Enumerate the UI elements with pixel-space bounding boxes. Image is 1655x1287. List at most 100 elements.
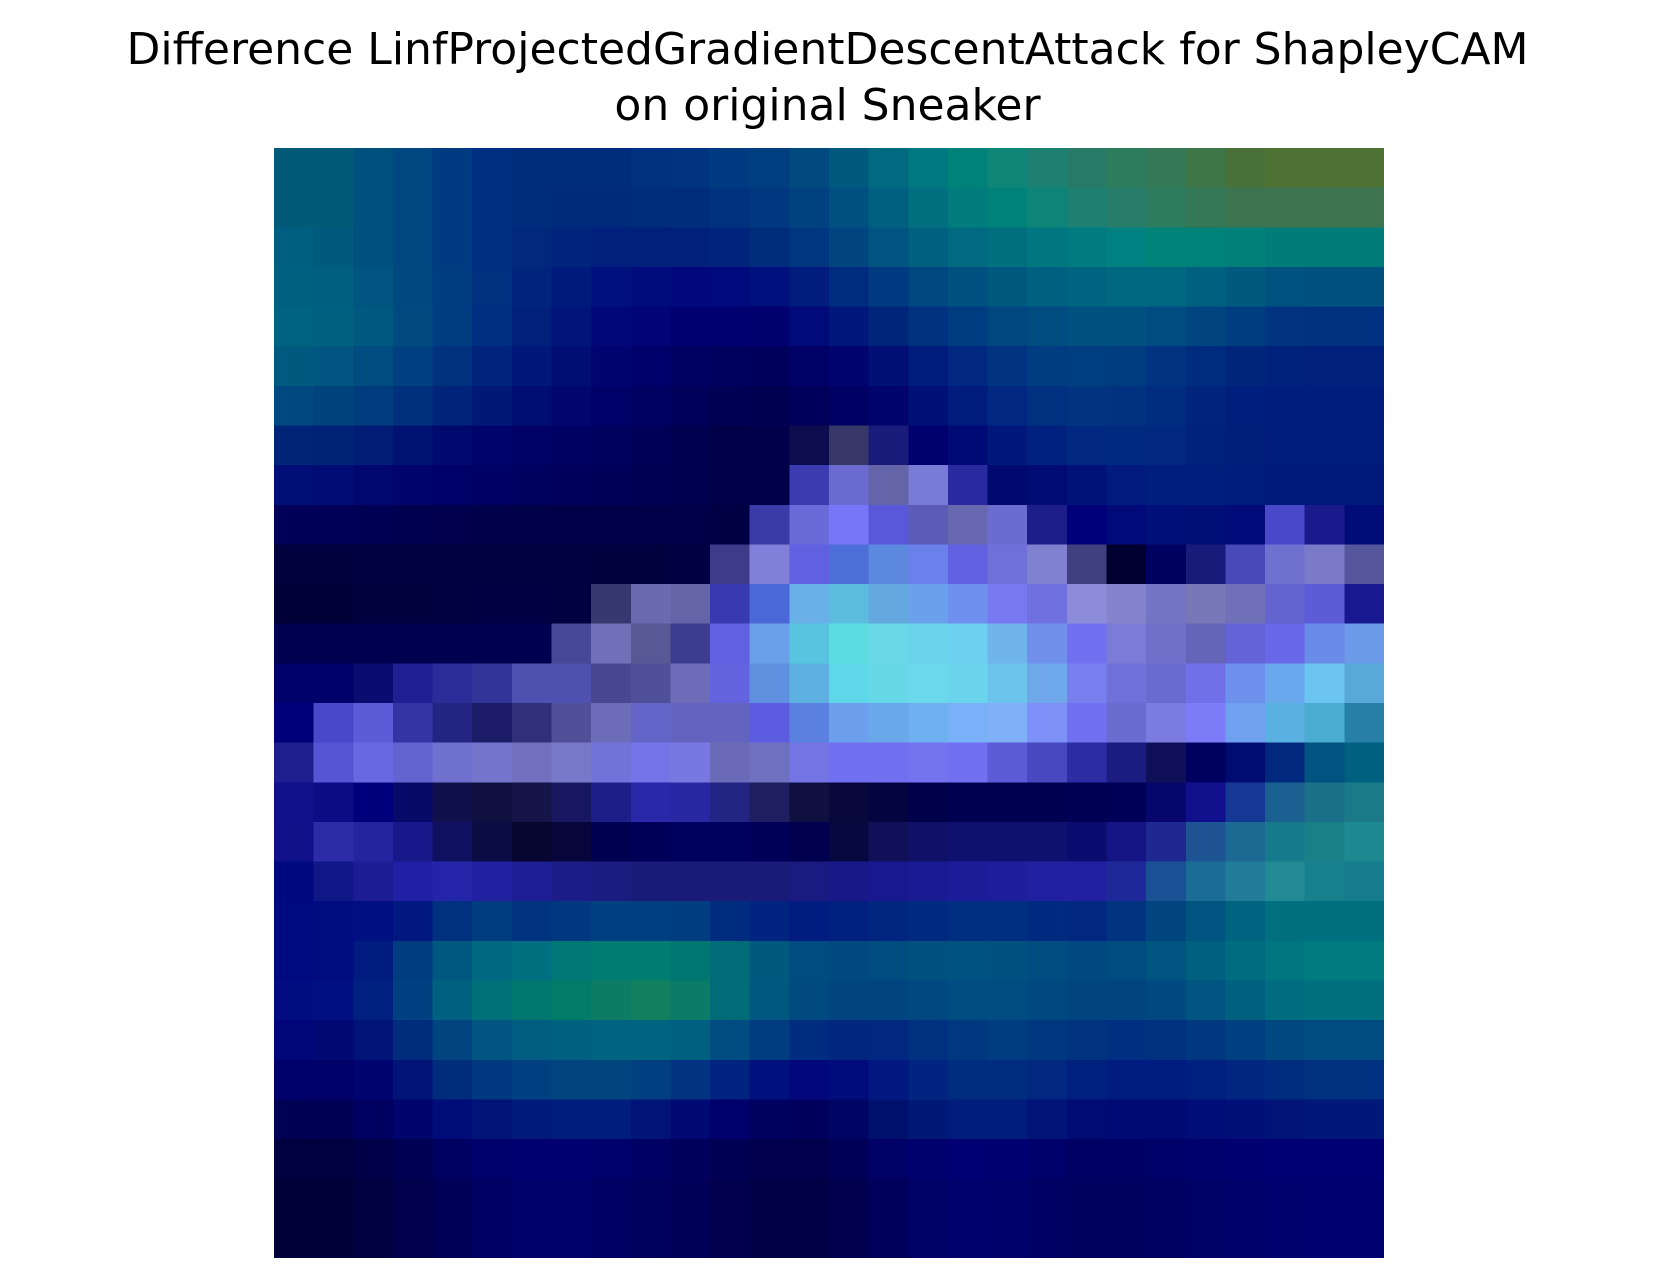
heatmap-cell <box>472 1178 513 1220</box>
heatmap-cell <box>710 425 751 466</box>
heatmap-cell <box>1304 980 1346 1021</box>
heatmap-cell <box>472 465 513 506</box>
heatmap-cell <box>472 980 513 1021</box>
heatmap-cell <box>1344 1178 1384 1220</box>
heatmap-cell <box>947 425 989 466</box>
heatmap-cell <box>710 584 751 625</box>
heatmap-cell <box>947 504 989 546</box>
heatmap-cell <box>630 227 672 268</box>
heatmap-cell <box>829 425 870 466</box>
heatmap-cell <box>710 346 751 387</box>
heatmap-cell <box>670 465 711 506</box>
heatmap-cell <box>1265 465 1306 506</box>
heatmap-cell <box>947 940 989 982</box>
heatmap-cell <box>947 266 989 308</box>
heatmap-cell <box>1265 703 1306 744</box>
heatmap-cell <box>1146 1059 1187 1101</box>
heatmap-cell <box>710 1059 751 1101</box>
heatmap-cell <box>1027 821 1068 863</box>
heatmap-cell <box>432 227 474 268</box>
heatmap-cell <box>710 821 751 863</box>
heatmap-cell <box>1106 1178 1147 1220</box>
heatmap-cell <box>947 1178 989 1220</box>
heatmap-cell <box>1265 623 1306 665</box>
heatmap-cell <box>551 465 592 506</box>
heatmap-cell <box>710 148 751 189</box>
heatmap-cell <box>432 465 474 506</box>
heatmap-cell <box>670 1218 711 1258</box>
heatmap-cell <box>630 1139 672 1180</box>
heatmap-cell <box>511 940 553 982</box>
heatmap-cell <box>313 504 355 546</box>
heatmap-cell <box>1225 1059 1266 1101</box>
heatmap-cell <box>274 980 315 1021</box>
heatmap-cell <box>1304 861 1346 903</box>
heatmap-cell <box>1185 385 1227 427</box>
heatmap-cell <box>749 425 791 466</box>
heatmap-cell <box>1146 1020 1187 1061</box>
heatmap-cell <box>908 385 949 427</box>
heatmap-cell <box>710 1099 751 1140</box>
heatmap-cell <box>1106 148 1147 189</box>
figure-title-line-1: Difference LinfProjectedGradientDescentA… <box>126 24 1529 75</box>
heatmap-cell <box>1225 465 1266 506</box>
heatmap-cell <box>630 385 672 427</box>
heatmap-cell <box>829 1059 870 1101</box>
heatmap-cell <box>1265 306 1306 348</box>
heatmap-cell <box>1027 782 1068 823</box>
heatmap-cell <box>908 1099 949 1140</box>
heatmap-cell <box>274 346 315 387</box>
heatmap-cell <box>511 1218 553 1258</box>
heatmap-cell <box>829 940 870 982</box>
heatmap-cell <box>1066 861 1108 903</box>
heatmap-cell <box>1027 623 1068 665</box>
heatmap-cell <box>1146 148 1187 189</box>
figure-title: Difference LinfProjectedGradientDescentA… <box>0 22 1655 134</box>
heatmap-cell <box>868 306 910 348</box>
heatmap-cell <box>551 187 592 229</box>
heatmap-cell <box>670 306 711 348</box>
heatmap-cell <box>511 623 553 665</box>
heatmap-cell <box>432 742 474 784</box>
heatmap-cell <box>274 821 315 863</box>
heatmap-cell <box>1304 703 1346 744</box>
heatmap-cell <box>868 1099 910 1140</box>
heatmap-cell <box>511 544 553 585</box>
heatmap-cell <box>392 425 434 466</box>
heatmap-cell <box>392 1059 434 1101</box>
heatmap-cell <box>1066 544 1108 585</box>
heatmap-cell <box>274 504 315 546</box>
heatmap-cell <box>1027 266 1068 308</box>
heatmap-cell <box>1225 227 1266 268</box>
heatmap-cell <box>1066 148 1108 189</box>
heatmap-cell <box>1344 266 1384 308</box>
heatmap-cell <box>908 584 949 625</box>
heatmap-cell <box>710 1020 751 1061</box>
heatmap-cell <box>789 1218 830 1258</box>
heatmap-cell <box>392 148 434 189</box>
heatmap-cell <box>511 425 553 466</box>
heatmap-cell <box>987 465 1029 506</box>
heatmap-cell <box>749 227 791 268</box>
heatmap-cell <box>1185 306 1227 348</box>
heatmap-cell <box>749 623 791 665</box>
heatmap-cell <box>274 901 315 942</box>
heatmap-cell <box>472 1020 513 1061</box>
heatmap-cell <box>1146 544 1187 585</box>
heatmap-cell <box>1225 861 1266 903</box>
heatmap-cell <box>868 1139 910 1180</box>
heatmap-cell <box>313 425 355 466</box>
heatmap-cell <box>551 901 592 942</box>
heatmap-cell <box>1265 544 1306 585</box>
heatmap-cell <box>511 504 553 546</box>
heatmap-cell <box>947 1059 989 1101</box>
heatmap-cell <box>274 1178 315 1220</box>
heatmap-cell <box>1066 584 1108 625</box>
heatmap-cell <box>551 504 592 546</box>
heatmap-cell <box>749 663 791 704</box>
heatmap-cell <box>551 1059 592 1101</box>
heatmap-cell <box>1185 148 1227 189</box>
heatmap-cell <box>392 861 434 903</box>
heatmap-cell <box>789 187 830 229</box>
heatmap-cell <box>432 1218 474 1258</box>
